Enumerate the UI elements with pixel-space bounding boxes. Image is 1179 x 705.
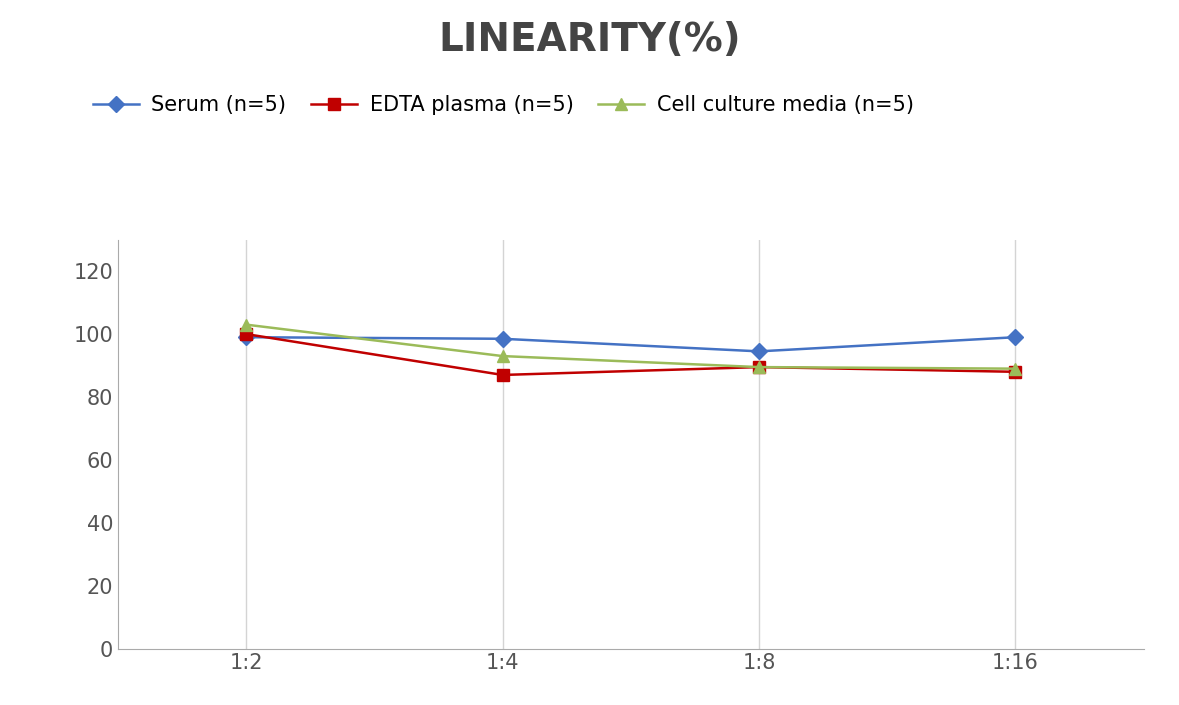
- Line: EDTA plasma (n=5): EDTA plasma (n=5): [241, 329, 1021, 381]
- Serum (n=5): [239, 333, 253, 341]
- Cell culture media (n=5): [1008, 364, 1022, 373]
- Cell culture media (n=5): [239, 320, 253, 329]
- Text: LINEARITY(%): LINEARITY(%): [439, 21, 740, 59]
- Legend: Serum (n=5), EDTA plasma (n=5), Cell culture media (n=5): Serum (n=5), EDTA plasma (n=5), Cell cul…: [93, 95, 914, 115]
- Line: Cell culture media (n=5): Cell culture media (n=5): [241, 319, 1021, 374]
- Line: Serum (n=5): Serum (n=5): [241, 331, 1021, 357]
- Cell culture media (n=5): [495, 352, 509, 360]
- Serum (n=5): [752, 347, 766, 355]
- Cell culture media (n=5): [752, 363, 766, 372]
- Serum (n=5): [1008, 333, 1022, 341]
- EDTA plasma (n=5): [495, 371, 509, 379]
- EDTA plasma (n=5): [239, 330, 253, 338]
- EDTA plasma (n=5): [1008, 367, 1022, 376]
- EDTA plasma (n=5): [752, 363, 766, 372]
- Serum (n=5): [495, 335, 509, 343]
